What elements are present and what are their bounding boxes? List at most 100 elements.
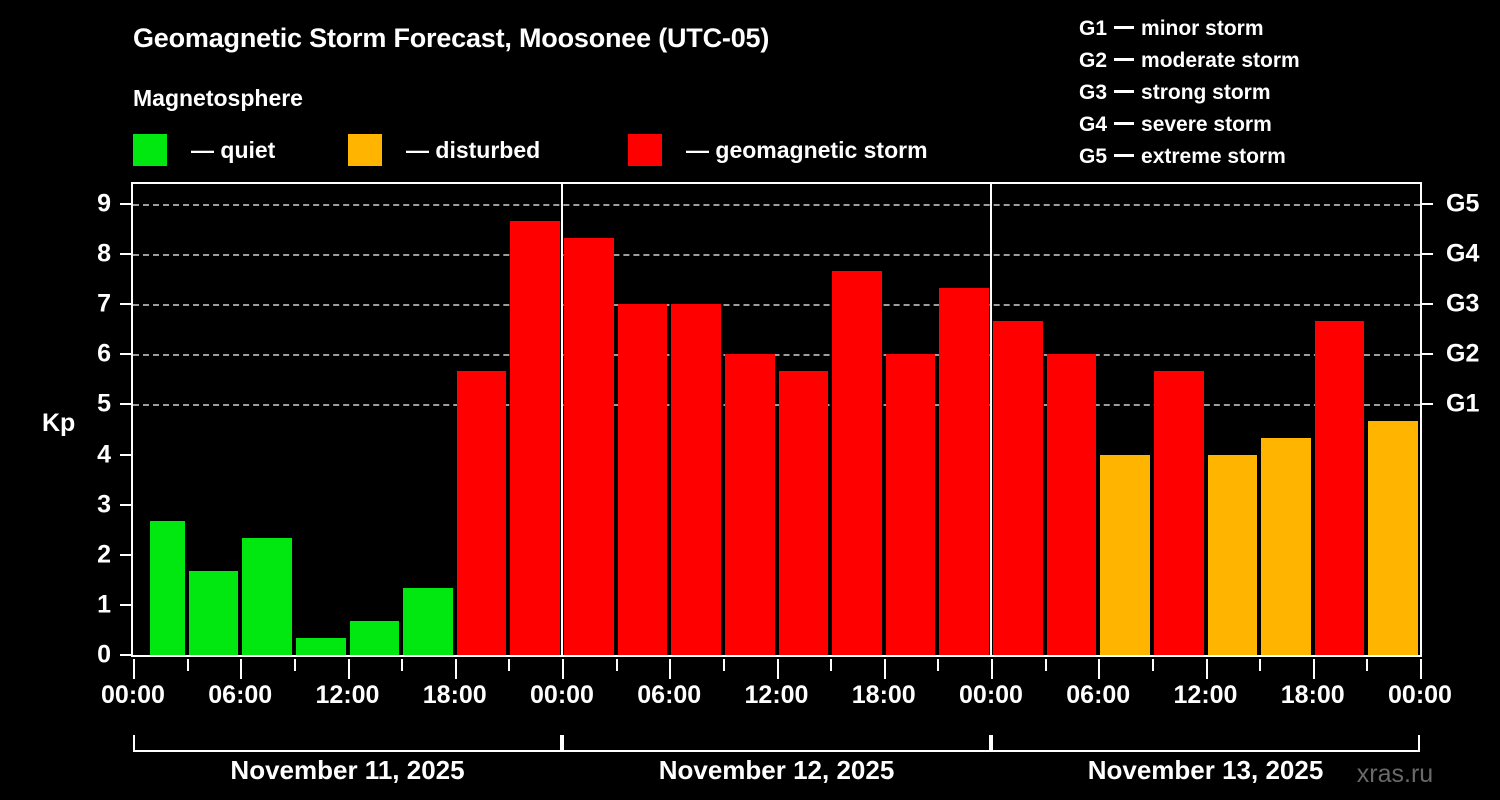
bar — [456, 370, 507, 655]
date-label: November 12, 2025 — [658, 755, 895, 785]
gridline — [133, 354, 1420, 357]
bar — [295, 638, 346, 655]
y-axis-title: Kp — [42, 409, 76, 437]
x-axis-minor-tick — [186, 659, 189, 671]
y-axis-label: 0 — [97, 640, 111, 669]
g-scale-code: G5 — [1079, 145, 1108, 168]
x-axis-label: 06:00 — [1066, 681, 1131, 709]
x-axis-minor-tick — [293, 659, 296, 671]
bar — [778, 370, 829, 655]
g-scale-description: moderate storm — [1141, 49, 1300, 72]
x-axis-minor-tick — [722, 659, 725, 671]
y-axis-label: 3 — [97, 490, 111, 519]
x-axis-major-tick — [776, 659, 779, 679]
legend-swatch-geomagnetic-storm-icon — [628, 134, 662, 166]
x-axis-major-tick — [562, 659, 564, 679]
g-scale-code: G2 — [1079, 49, 1108, 72]
y-axis-label: 9 — [97, 189, 111, 218]
bar — [1261, 438, 1311, 655]
plot-area — [131, 182, 1422, 657]
y-axis-label: 2 — [97, 540, 111, 569]
bar — [150, 521, 185, 655]
y-axis-tick — [120, 453, 131, 456]
x-axis-label: 06:00 — [208, 681, 273, 709]
right-axis-tick — [1422, 303, 1433, 306]
x-axis-major-tick — [347, 659, 350, 679]
bar — [832, 270, 882, 655]
x-axis-major-tick — [240, 659, 243, 679]
y-axis-tick — [120, 303, 131, 306]
legend-item-disturbed: — disturbed — [348, 133, 540, 167]
legend-item-geomagnetic-storm: — geomagnetic storm — [628, 133, 928, 167]
x-axis-major-tick — [883, 659, 886, 679]
g-scale-description: strong storm — [1141, 81, 1271, 104]
g-scale-legend: G1 minor storm G2 moderate storm G3 strong st… — [1079, 13, 1300, 173]
right-axis-tick — [1422, 253, 1433, 256]
bar — [993, 320, 1043, 655]
y-axis-label: 1 — [97, 590, 111, 619]
gridline — [133, 404, 1420, 407]
y-axis-tick — [120, 403, 131, 406]
x-axis-major-tick — [669, 659, 672, 679]
x-axis-minor-tick — [1151, 659, 1154, 671]
g-scale-code: G3 — [1079, 81, 1108, 104]
x-axis-minor-tick — [401, 659, 404, 671]
g-scale-description: severe storm — [1141, 113, 1272, 136]
date-bracket — [562, 735, 991, 752]
y-axis-label: 5 — [97, 389, 111, 418]
bar — [564, 237, 614, 655]
date-label: November 11, 2025 — [230, 755, 465, 785]
g-scale-row-g5: G5 extreme storm — [1079, 141, 1300, 173]
right-axis-tick — [1422, 203, 1433, 206]
date-bracket — [133, 735, 562, 752]
gridline — [133, 204, 1420, 207]
y-axis-tick — [120, 654, 131, 656]
bar — [1207, 454, 1258, 655]
x-axis: 00:00 06:00 12:00 18:00 00:00 06:00 12:00 18:00… — [101, 659, 1452, 709]
x-axis-major-tick — [454, 659, 457, 679]
right-axis-label-g3: G3 — [1446, 289, 1480, 318]
x-axis-label: 00:00 — [530, 681, 594, 709]
gridline — [133, 304, 1420, 307]
x-axis-major-tick — [1205, 659, 1208, 679]
legend-item-quiet: — quiet — [133, 133, 275, 167]
em-dash-icon — [1114, 90, 1135, 94]
y-axis-label: 6 — [97, 339, 111, 368]
y-axis-tick — [120, 353, 131, 356]
bar — [885, 354, 936, 655]
bar — [510, 220, 560, 655]
g-scale-code: G1 — [1079, 17, 1108, 40]
y-axis-tick — [120, 603, 131, 606]
y-axis-label: 4 — [97, 440, 111, 469]
x-axis-major-tick — [1098, 659, 1101, 679]
day-separator — [990, 184, 992, 655]
x-axis-minor-tick — [508, 659, 511, 671]
bar — [242, 538, 292, 655]
em-dash-icon — [1114, 26, 1135, 30]
x-axis-major-tick — [991, 659, 993, 679]
legend-label-disturbed: — disturbed — [406, 136, 541, 163]
y-axis-tick — [120, 253, 131, 256]
x-axis-minor-tick — [830, 659, 833, 671]
y-axis-label: 7 — [97, 289, 111, 318]
right-axis-label-g4: G4 — [1446, 239, 1480, 268]
x-axis-label: 12:00 — [1173, 681, 1238, 709]
day-separator — [561, 184, 563, 655]
em-dash-icon — [1114, 154, 1135, 158]
bar — [1368, 421, 1418, 655]
g-scale-description: minor storm — [1141, 17, 1264, 40]
x-axis-major-tick — [1420, 659, 1422, 679]
x-axis-label: 18:00 — [422, 681, 487, 709]
legend-label-geomagnetic-storm: — geomagnetic storm — [686, 136, 928, 163]
right-axis-tick — [1422, 353, 1433, 356]
bar — [1046, 354, 1097, 655]
bar — [1314, 320, 1365, 655]
x-axis-label: 18:00 — [1280, 681, 1345, 709]
magnetosphere-heading: Magnetosphere — [133, 85, 303, 111]
x-axis-minor-tick — [1259, 659, 1262, 671]
bar — [617, 304, 668, 655]
g-scale-row-g3: G3 strong storm — [1079, 77, 1300, 109]
right-axis-tick — [1422, 403, 1433, 406]
date-bracket — [991, 735, 1420, 752]
